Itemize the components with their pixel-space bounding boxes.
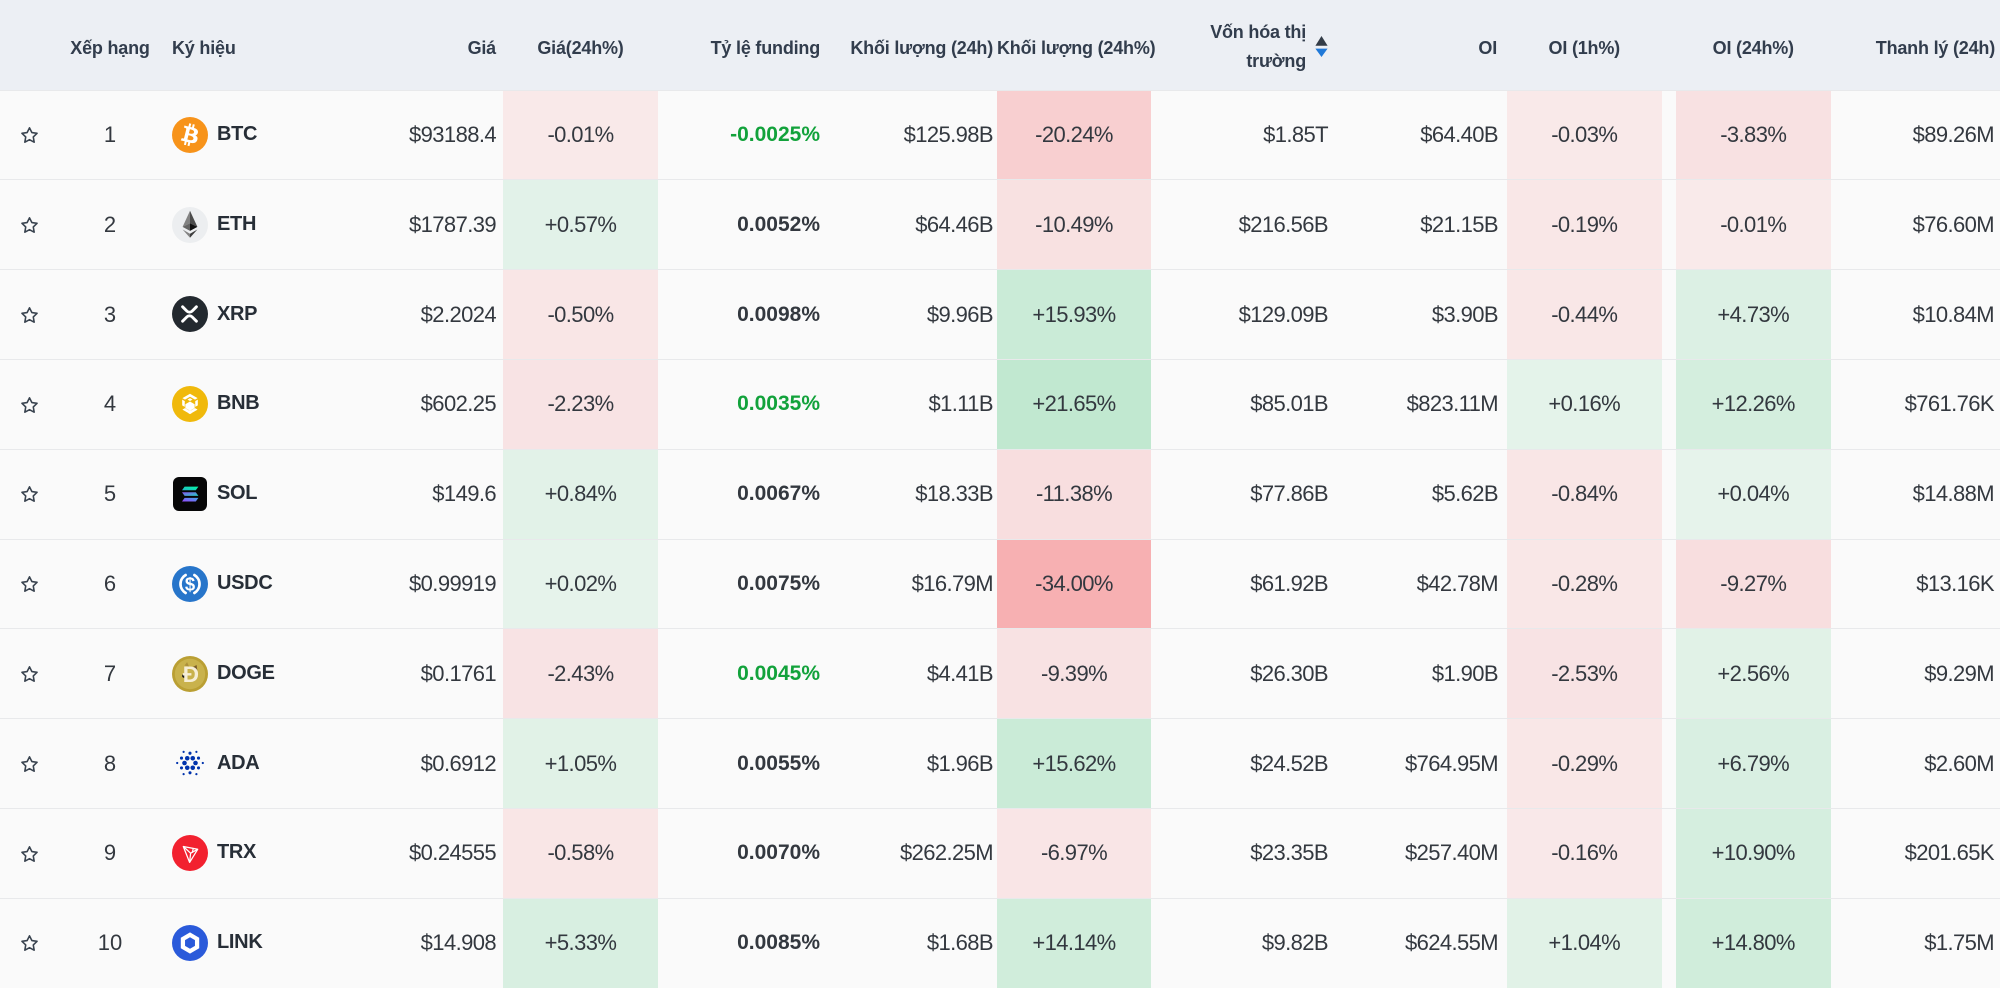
svg-text:Đ: Đ: [183, 662, 199, 687]
svg-text:$: $: [185, 573, 196, 594]
